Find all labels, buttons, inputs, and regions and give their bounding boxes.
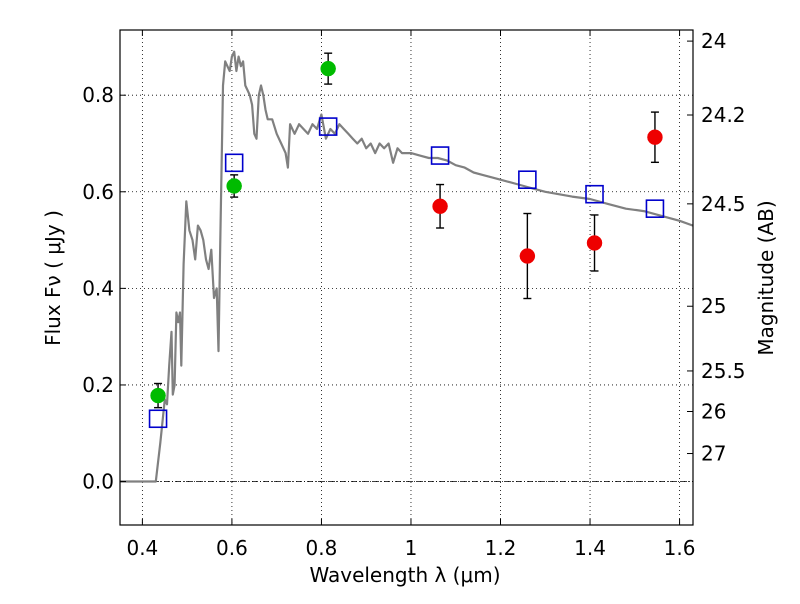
- model-photometry-square: [585, 184, 604, 204]
- right-tick-label: 25: [701, 294, 726, 318]
- measured-flux-point: [586, 235, 603, 251]
- measured-flux-point: [519, 248, 536, 264]
- right-tick-label: 27: [701, 442, 726, 466]
- y-tick-label: 0.2: [82, 373, 114, 397]
- y-axis-label: Flux Fν ( μJy ): [41, 210, 65, 346]
- right-tick-label: 24.5: [701, 192, 746, 216]
- right-tick-label: 24.2: [701, 103, 746, 127]
- right-tick-label: 25.5: [701, 359, 746, 383]
- right-tick-label: 26: [701, 400, 726, 424]
- right-axis-label: Magnitude (AB): [754, 200, 778, 355]
- x-tick-label: 0.4: [126, 536, 158, 560]
- x-tick-label: 1.2: [485, 536, 517, 560]
- sed-template-line-group: [120, 50, 694, 483]
- x-tick-label: 1.4: [574, 536, 606, 560]
- x-tick-label: 0.8: [306, 536, 338, 560]
- model-photometry-square: [224, 153, 244, 173]
- measured-flux-point: [320, 60, 336, 77]
- measured-flux-point: [432, 198, 448, 215]
- measured-flux-point: [150, 387, 166, 404]
- x-tick-label: 0.6: [216, 536, 248, 560]
- axis-ticks: 0.4 0.6 0.8 1 1.2 1.4 1.6 0.0 0.2 0.4 0.6 0.8 24 24.2…: [82, 29, 745, 560]
- y-tick-label: 0.0: [82, 470, 114, 494]
- sed-template-line: [120, 50, 694, 483]
- measured-flux-point: [647, 129, 663, 145]
- photometry-markers: [148, 52, 665, 429]
- y-tick-label: 0.4: [82, 276, 114, 300]
- right-tick-label: 24: [701, 29, 726, 53]
- model-photometry-square: [148, 409, 168, 429]
- model-photometry-square: [318, 117, 338, 136]
- y-tick-label: 0.6: [82, 180, 114, 204]
- measured-flux-point: [226, 178, 242, 194]
- model-photometry-square: [645, 199, 665, 218]
- plot-frame: [119, 29, 694, 526]
- model-photometry-square: [518, 170, 537, 190]
- x-tick-label: 1: [405, 536, 418, 560]
- x-axis-label: Wavelength λ (μm): [309, 563, 500, 587]
- model-photometry-square: [430, 146, 450, 165]
- x-tick-label: 1.6: [664, 536, 696, 560]
- grid-lines: [120, 30, 693, 525]
- y-tick-label: 0.8: [82, 83, 114, 107]
